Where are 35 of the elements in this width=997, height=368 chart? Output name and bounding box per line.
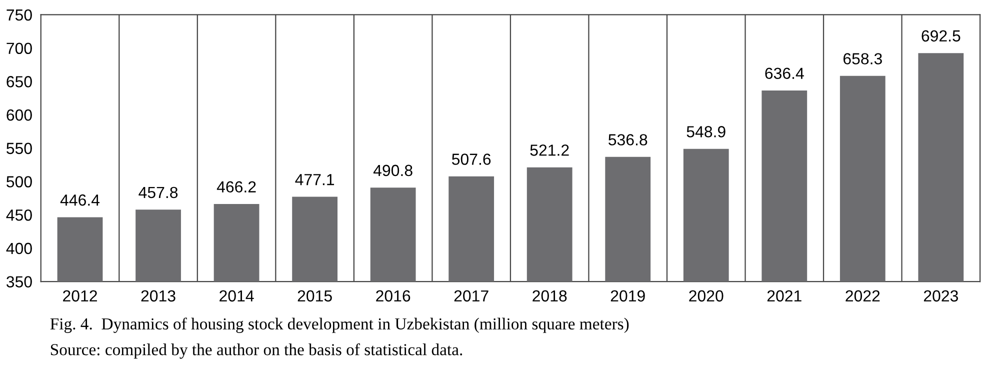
data-label: 507.6: [452, 154, 491, 165]
text: Fig. 4. Dynamics of housing stock development in Uzbekistan (million square meters): [50, 318, 629, 333]
data-label: 446.4: [60, 194, 100, 206]
y-tick-label: 650: [6, 76, 32, 88]
x-tick-label: 2016: [376, 290, 410, 302]
x-tick-label: 2019: [610, 290, 645, 302]
data-label: 692.5: [922, 30, 960, 42]
data-label: 636.4: [765, 68, 804, 79]
y-tick-label: 450: [6, 209, 32, 221]
x-tick-label: 2014: [220, 290, 254, 302]
y-tick-label: 350: [6, 276, 32, 288]
x-tick-label: 2017: [454, 290, 488, 302]
source-note: Source: compiled by the author on the basis of statistical data.: [50, 343, 462, 359]
data-label: 521.2: [530, 144, 569, 156]
y-tick-label: 750: [6, 9, 32, 21]
x-tick-label: 2018: [532, 290, 567, 302]
data-label: 477.1: [295, 174, 334, 186]
x-tick-label: 2023: [924, 290, 958, 302]
y-tick-label: 400: [6, 242, 32, 254]
x-tick-label: 2022: [846, 290, 880, 302]
x-tick-label: 2021: [767, 290, 802, 302]
x-tick-label: 2012: [63, 290, 97, 302]
y-tick-label: 700: [6, 42, 32, 54]
data-label: 457.8: [138, 186, 178, 198]
data-label: 548.9: [686, 126, 726, 138]
data-label: 536.8: [608, 134, 648, 146]
data-label: 466.2: [216, 181, 256, 193]
x-tick-label: 2015: [298, 290, 332, 302]
x-tick-label: 2013: [141, 290, 176, 302]
data-label: 658.3: [843, 53, 882, 64]
x-tick-label: 2020: [689, 290, 724, 302]
data-label: 490.8: [373, 164, 412, 176]
y-tick-label: 500: [6, 176, 32, 188]
y-tick-label: 550: [6, 142, 32, 154]
y-tick-label: 600: [6, 109, 32, 121]
